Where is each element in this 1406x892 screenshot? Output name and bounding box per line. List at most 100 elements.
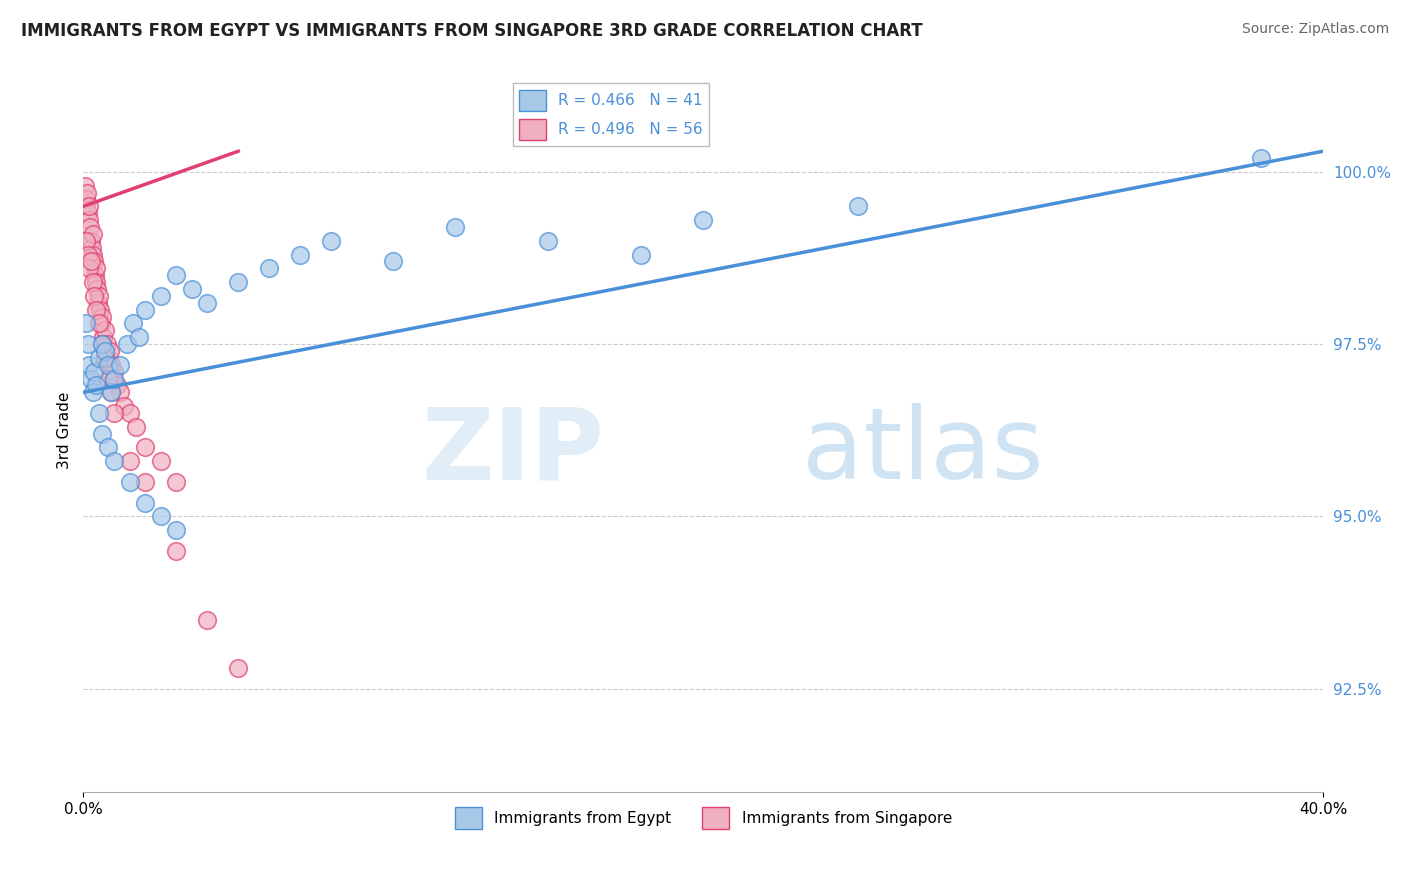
Point bbox=[94, 344, 117, 359]
Point bbox=[77, 213, 100, 227]
Point bbox=[87, 351, 110, 365]
Point bbox=[115, 337, 138, 351]
Point bbox=[84, 275, 107, 289]
Point bbox=[195, 295, 218, 310]
Point bbox=[79, 219, 101, 234]
Point bbox=[321, 234, 343, 248]
Point bbox=[630, 247, 652, 261]
Point bbox=[692, 213, 714, 227]
Point bbox=[110, 358, 132, 372]
Point bbox=[83, 289, 105, 303]
Point bbox=[89, 302, 111, 317]
Point bbox=[97, 358, 120, 372]
Point bbox=[112, 399, 135, 413]
Point bbox=[180, 282, 202, 296]
Point bbox=[100, 385, 122, 400]
Point bbox=[537, 234, 560, 248]
Point bbox=[118, 406, 141, 420]
Point bbox=[90, 337, 112, 351]
Point bbox=[73, 178, 96, 193]
Point bbox=[90, 317, 112, 331]
Point bbox=[125, 419, 148, 434]
Point bbox=[118, 475, 141, 489]
Point bbox=[259, 261, 281, 276]
Text: Source: ZipAtlas.com: Source: ZipAtlas.com bbox=[1241, 22, 1389, 37]
Point bbox=[165, 268, 187, 283]
Point bbox=[83, 365, 105, 379]
Point bbox=[134, 475, 156, 489]
Point bbox=[75, 317, 97, 331]
Point bbox=[87, 406, 110, 420]
Point bbox=[226, 275, 249, 289]
Point bbox=[118, 454, 141, 468]
Point bbox=[105, 378, 128, 392]
Point bbox=[134, 441, 156, 455]
Point bbox=[110, 385, 132, 400]
Point bbox=[82, 227, 104, 241]
Point bbox=[149, 289, 172, 303]
Point bbox=[93, 330, 115, 344]
Point bbox=[149, 454, 172, 468]
Point bbox=[94, 351, 117, 365]
Point bbox=[79, 199, 101, 213]
Point bbox=[80, 241, 103, 255]
Legend: Immigrants from Egypt, Immigrants from Singapore: Immigrants from Egypt, Immigrants from S… bbox=[449, 801, 957, 835]
Point bbox=[165, 523, 187, 537]
Point bbox=[134, 495, 156, 509]
Point bbox=[94, 323, 117, 337]
Point bbox=[87, 289, 110, 303]
Point bbox=[290, 247, 312, 261]
Point bbox=[84, 268, 107, 283]
Point bbox=[165, 475, 187, 489]
Point bbox=[98, 344, 121, 359]
Text: IMMIGRANTS FROM EGYPT VS IMMIGRANTS FROM SINGAPORE 3RD GRADE CORRELATION CHART: IMMIGRANTS FROM EGYPT VS IMMIGRANTS FROM… bbox=[21, 22, 922, 40]
Point bbox=[103, 365, 125, 379]
Point bbox=[82, 247, 104, 261]
Point bbox=[76, 186, 98, 200]
Point bbox=[846, 199, 869, 213]
Point bbox=[97, 371, 120, 385]
Point bbox=[195, 613, 218, 627]
Point bbox=[1250, 151, 1272, 165]
Point bbox=[80, 234, 103, 248]
Point bbox=[87, 295, 110, 310]
Point bbox=[165, 544, 187, 558]
Point bbox=[103, 454, 125, 468]
Point bbox=[134, 302, 156, 317]
Point bbox=[84, 302, 107, 317]
Point bbox=[82, 275, 104, 289]
Point bbox=[77, 206, 100, 220]
Y-axis label: 3rd Grade: 3rd Grade bbox=[58, 392, 72, 469]
Point bbox=[75, 193, 97, 207]
Point bbox=[100, 358, 122, 372]
Point bbox=[101, 371, 124, 385]
Point bbox=[444, 219, 467, 234]
Point bbox=[149, 509, 172, 524]
Point bbox=[79, 261, 101, 276]
Point bbox=[226, 661, 249, 675]
Point bbox=[75, 234, 97, 248]
Point bbox=[100, 385, 122, 400]
Text: atlas: atlas bbox=[803, 403, 1045, 500]
Point bbox=[97, 351, 120, 365]
Point bbox=[80, 254, 103, 268]
Point bbox=[382, 254, 405, 268]
Point bbox=[80, 371, 103, 385]
Point bbox=[83, 254, 105, 268]
Point bbox=[103, 406, 125, 420]
Point bbox=[97, 441, 120, 455]
Point bbox=[90, 310, 112, 324]
Point bbox=[77, 337, 100, 351]
Text: ZIP: ZIP bbox=[422, 403, 605, 500]
Point bbox=[79, 358, 101, 372]
Point bbox=[84, 261, 107, 276]
Point bbox=[75, 199, 97, 213]
Point bbox=[82, 385, 104, 400]
Point bbox=[77, 247, 100, 261]
Point bbox=[84, 378, 107, 392]
Point bbox=[103, 371, 125, 385]
Point bbox=[87, 317, 110, 331]
Point bbox=[122, 317, 145, 331]
Point bbox=[86, 282, 108, 296]
Point bbox=[96, 337, 118, 351]
